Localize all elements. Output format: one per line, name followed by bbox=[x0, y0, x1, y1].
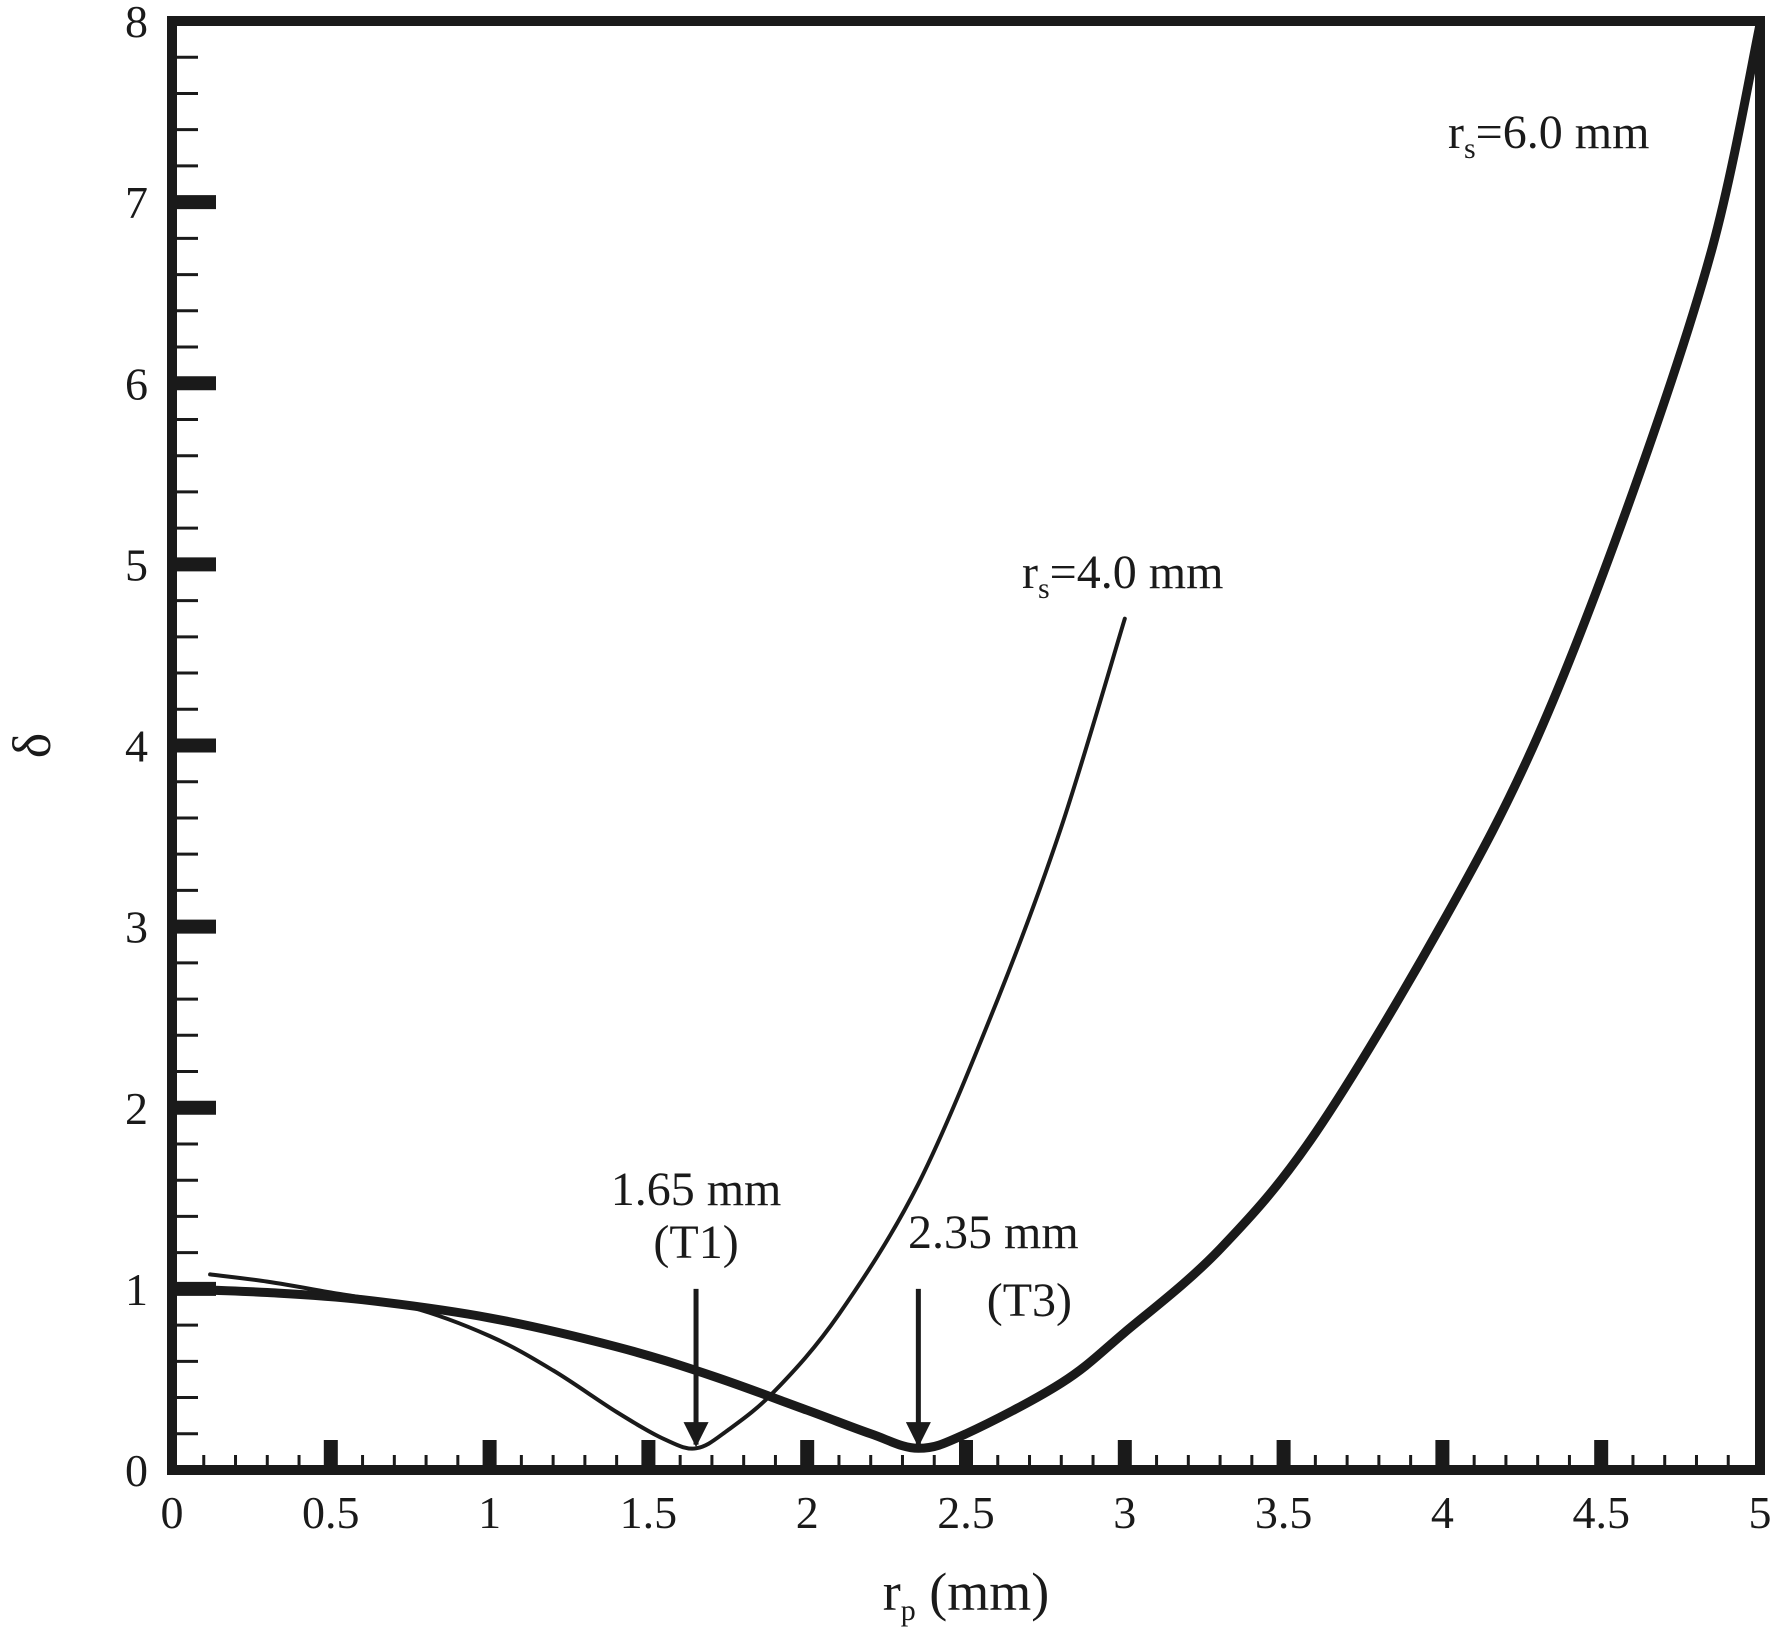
plot-frame bbox=[167, 16, 1765, 1475]
y-tick-label: 3 bbox=[125, 902, 148, 953]
x-major-tick bbox=[1117, 1440, 1132, 1470]
y-tick-label: 4 bbox=[125, 721, 148, 772]
x-major-tick bbox=[1276, 1440, 1291, 1470]
annotation-value: 1.65 mm bbox=[611, 1163, 782, 1216]
y-tick-label: 0 bbox=[125, 1445, 148, 1496]
y-major-tick bbox=[172, 376, 216, 391]
y-tick-label: 1 bbox=[125, 1264, 148, 1315]
x-tick-label: 3.5 bbox=[1255, 1487, 1313, 1538]
y-tick-label: 7 bbox=[125, 177, 148, 228]
x-tick-label: 1 bbox=[478, 1487, 501, 1538]
series-label-rs-4: rs=4.0 mm bbox=[1022, 546, 1223, 605]
y-tick-label: 5 bbox=[125, 539, 148, 590]
y-axis-title: δ bbox=[2, 733, 62, 758]
y-major-tick bbox=[172, 1100, 216, 1115]
annotation-tag: (T3) bbox=[987, 1274, 1072, 1327]
tick-marks bbox=[172, 55, 1730, 1470]
x-major-tick bbox=[641, 1440, 656, 1470]
x-tick-label: 0 bbox=[161, 1487, 184, 1538]
y-tick-label: 8 bbox=[125, 0, 148, 47]
series-line-rs-6 bbox=[167, 20, 1765, 1453]
x-major-tick bbox=[1435, 1440, 1450, 1470]
tick-labels: 0 0.5 1 1.5 2 2.5 3 3.5 4 4.5 5 0 1 2 3 4 5 6 7 8 bbox=[125, 0, 1772, 1538]
x-tick-label: 5 bbox=[1749, 1487, 1772, 1538]
x-tick-label: 1.5 bbox=[620, 1487, 678, 1538]
series-layer bbox=[167, 20, 1765, 1453]
x-major-tick bbox=[800, 1440, 815, 1470]
x-axis-title: rp (mm) bbox=[883, 1562, 1049, 1627]
x-tick-label: 4 bbox=[1431, 1487, 1454, 1538]
y-major-tick bbox=[172, 557, 216, 572]
y-tick-label: 2 bbox=[125, 1083, 148, 1134]
annotation-value: 2.35 mm bbox=[908, 1206, 1079, 1259]
x-major-tick bbox=[323, 1440, 338, 1470]
y-tick-label: 6 bbox=[125, 358, 148, 409]
x-tick-label: 4.5 bbox=[1572, 1487, 1630, 1538]
annotation-tag: (T1) bbox=[653, 1216, 738, 1269]
x-major-tick bbox=[959, 1440, 973, 1470]
series-label-rs-6: rs=6.0 mm bbox=[1448, 106, 1649, 165]
x-tick-label: 3 bbox=[1113, 1487, 1136, 1538]
x-major-tick bbox=[1594, 1440, 1609, 1470]
y-major-tick bbox=[172, 919, 216, 934]
x-tick-label: 2 bbox=[796, 1487, 819, 1538]
annotations: 1.65 mm(T1) 2.35 mm (T3) bbox=[611, 1163, 1079, 1448]
x-tick-label: 2.5 bbox=[937, 1487, 995, 1538]
y-major-tick bbox=[172, 738, 216, 753]
x-tick-label: 0.5 bbox=[302, 1487, 360, 1538]
y-major-tick bbox=[172, 195, 216, 210]
x-major-tick bbox=[482, 1440, 497, 1470]
